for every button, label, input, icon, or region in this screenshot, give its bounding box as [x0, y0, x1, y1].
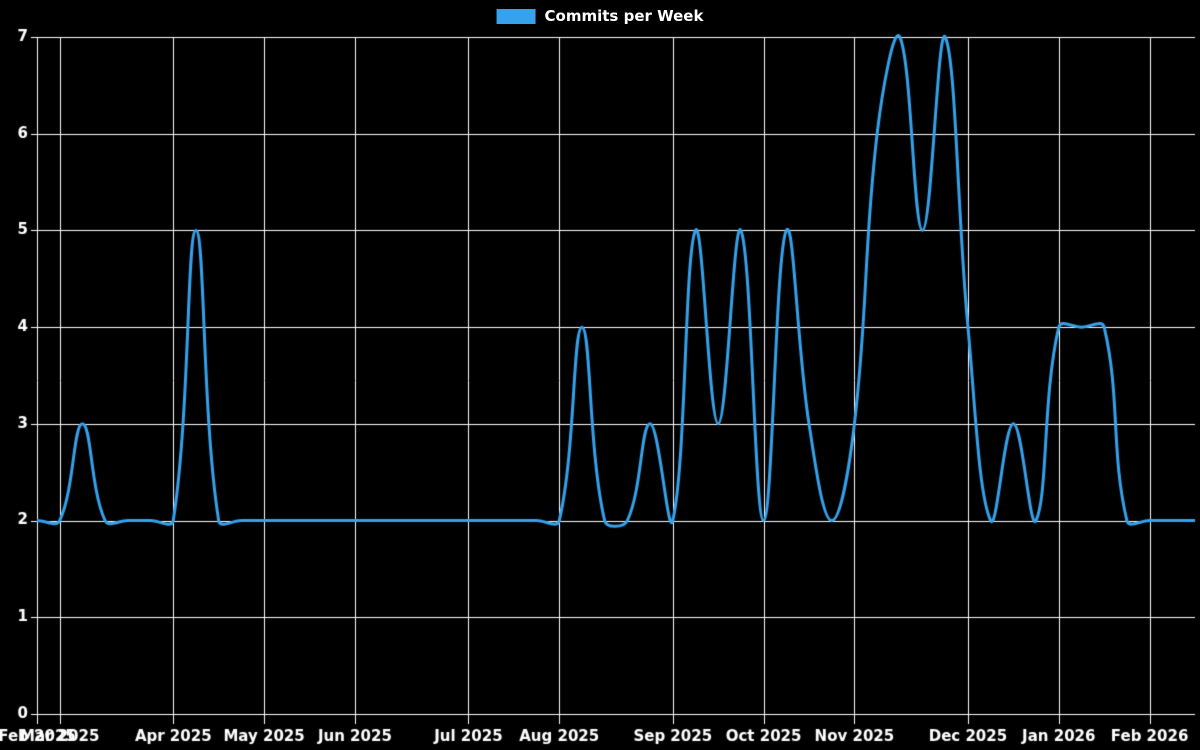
- legend-color-swatch: [496, 9, 536, 24]
- legend-item-commits-per-week[interactable]: Commits per Week: [496, 7, 704, 25]
- legend-label: Commits per Week: [544, 7, 704, 25]
